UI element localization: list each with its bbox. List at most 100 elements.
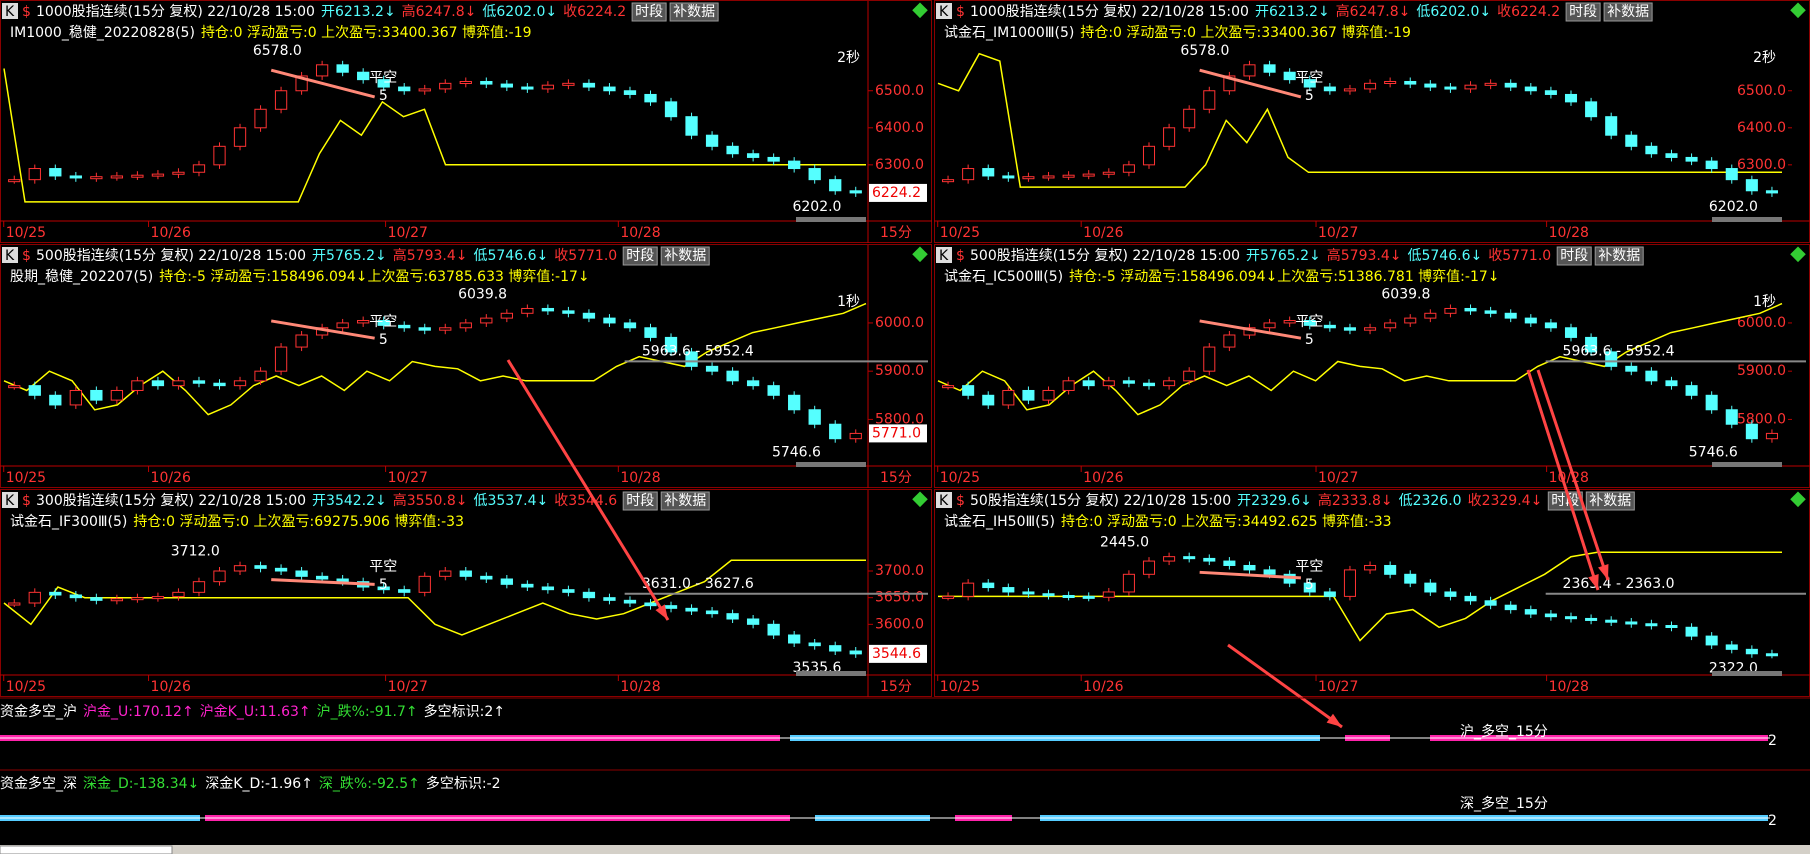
range-label: 5963.6 - 5952.4 — [1563, 343, 1675, 359]
date-label: 10/26 — [151, 225, 191, 241]
high-price: 高3550.8↓ — [393, 492, 468, 509]
signal-label: 平空 — [369, 559, 397, 575]
candle — [500, 83, 513, 88]
candle — [685, 607, 698, 612]
y-tick-label: 6300.0 — [1737, 157, 1786, 173]
date-label: 10/26 — [1083, 470, 1123, 486]
refresh-label: 1秒 — [837, 294, 860, 310]
candle — [1585, 336, 1598, 353]
date-label: 10/25 — [6, 679, 46, 695]
candle — [664, 336, 678, 353]
candle — [1122, 573, 1135, 593]
candle — [90, 176, 103, 180]
candle — [1464, 84, 1477, 90]
candle — [1384, 564, 1397, 575]
candle — [746, 380, 760, 387]
candle — [521, 307, 534, 314]
strategy-name: IM1000_稳健_20220828(5) — [10, 25, 195, 41]
header-button-box — [1585, 491, 1635, 511]
indicator-item: 资金多空_深 — [0, 775, 77, 792]
date-label: 10/28 — [1549, 679, 1589, 695]
k-letter: K — [5, 4, 15, 20]
candle — [1223, 75, 1236, 92]
date-label: 10/26 — [151, 470, 191, 486]
candle — [521, 86, 534, 90]
candle — [829, 645, 842, 652]
header-button: 时段 — [1551, 493, 1579, 509]
candle — [1022, 389, 1035, 401]
last-price-box — [869, 424, 927, 443]
close-price: 收5771.0 — [1488, 248, 1551, 264]
candle — [1404, 573, 1417, 584]
candle — [962, 582, 975, 597]
candle — [90, 597, 103, 601]
header-button: 时段 — [635, 4, 663, 20]
candle — [829, 423, 842, 440]
open-price: 开3542.2↓ — [312, 493, 387, 509]
candle — [1685, 156, 1698, 162]
candle — [788, 394, 801, 411]
candle — [1183, 108, 1196, 129]
candle — [480, 80, 493, 85]
date-label: 10/27 — [388, 679, 428, 695]
candle — [8, 385, 21, 389]
low-marker: 6202.0 — [792, 199, 841, 215]
candle — [603, 317, 616, 324]
candle — [726, 370, 739, 382]
candle — [1424, 582, 1437, 593]
candle — [1564, 93, 1578, 103]
close-price: 收6224.2 — [563, 4, 626, 20]
signal-label: 平空 — [369, 70, 397, 86]
date-label: 10/27 — [1318, 225, 1358, 241]
candle — [982, 394, 995, 406]
candle — [942, 179, 955, 183]
candle — [377, 586, 390, 591]
candle — [664, 605, 678, 609]
candle — [1343, 88, 1356, 92]
candle — [1765, 653, 1778, 657]
candle — [1223, 560, 1236, 566]
k-letter: K — [939, 493, 949, 509]
candle — [1243, 64, 1256, 77]
candle — [1122, 164, 1135, 173]
candle — [69, 389, 82, 406]
indicator-line — [938, 551, 1782, 642]
y-tick-label: 6500.0 — [1737, 83, 1786, 99]
panel-title: 300股指连续(15分 复权) 22/10/28 15:00 — [36, 492, 306, 509]
strategy-name: 试金石_IM1000Ⅲ(5) — [944, 25, 1074, 41]
candle — [541, 586, 555, 591]
y-tick-label: 5800.0 — [1737, 411, 1786, 427]
candle — [942, 595, 955, 599]
candle — [767, 623, 780, 636]
candle — [1745, 179, 1758, 192]
header-button-box — [1565, 2, 1601, 22]
candle — [1102, 171, 1115, 175]
candle — [1323, 591, 1336, 597]
candle — [500, 578, 513, 585]
candle — [8, 179, 21, 183]
candle — [1002, 587, 1015, 593]
candle — [1725, 644, 1738, 650]
candle — [1062, 174, 1075, 178]
candle — [1725, 168, 1738, 181]
candle — [1364, 82, 1377, 90]
trend-line — [1199, 319, 1302, 340]
candle — [1163, 556, 1176, 562]
date-label: 10/27 — [1318, 470, 1358, 486]
header-button-box — [660, 246, 710, 266]
candle — [1163, 380, 1176, 387]
candle — [151, 596, 165, 600]
candle — [295, 570, 308, 577]
signal-label: 平空 — [1295, 314, 1323, 330]
trend-line — [271, 578, 375, 586]
high-marker: 6578.0 — [253, 43, 302, 59]
candle — [1544, 90, 1557, 95]
high-price: 高5793.4↓ — [1327, 247, 1402, 264]
candle — [8, 602, 21, 606]
last-price: 3544.6 — [872, 646, 921, 662]
candle — [829, 179, 842, 192]
candle — [1203, 557, 1216, 562]
indicator-line — [3, 559, 866, 636]
candle — [110, 175, 124, 179]
status-bar — [0, 845, 1810, 854]
